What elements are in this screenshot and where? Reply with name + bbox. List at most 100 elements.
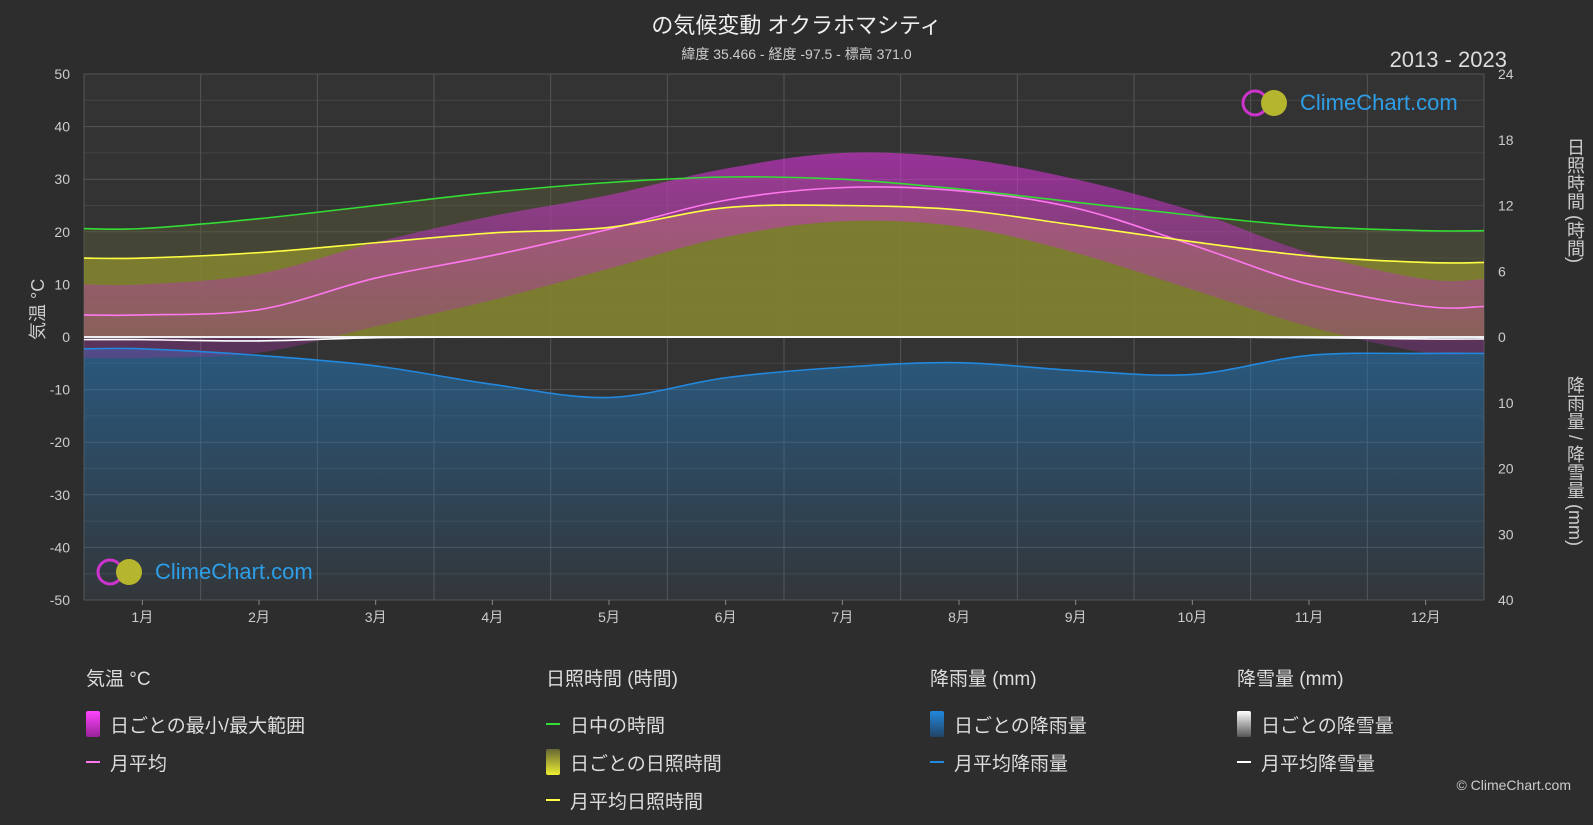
legend-label: 月平均 — [110, 753, 168, 775]
y-left-tick: 10 — [54, 276, 70, 292]
temp-avg-point — [1424, 305, 1427, 308]
rain-avg-point — [608, 396, 610, 399]
y-left-tick: 30 — [54, 171, 70, 187]
temp-range-swatch — [86, 711, 100, 737]
temp-avg-point — [258, 308, 260, 311]
snow-avg-point — [491, 336, 494, 338]
y-right-sun-tick: 6 — [1498, 263, 1506, 279]
climechart-logo-icon — [96, 558, 142, 586]
legend-daily-snow: 日ごとの降雪量 — [1237, 705, 1394, 743]
temp-avg-point — [724, 199, 727, 202]
rain-avg-point — [374, 365, 377, 367]
sunshine-avg-point — [1424, 261, 1427, 264]
legend-snow-avg: 月平均降雪量 — [1237, 743, 1394, 781]
sunshine-avg-point — [491, 232, 494, 234]
x-tick-label: 9月 — [1065, 609, 1087, 625]
chart-title: の気候変動 オクラホマシティ — [651, 13, 942, 38]
sunshine-avg-point — [1308, 255, 1310, 257]
snow-swatch — [1237, 711, 1251, 737]
daylight-point — [1191, 214, 1194, 217]
y-left-tick: 0 — [62, 329, 70, 345]
rain-avg-point — [958, 361, 960, 364]
chart-subtitle: 緯度 35.466 - 経度 -97.5 - 標高 371.0 — [681, 46, 912, 62]
snow-avg-point — [141, 338, 144, 341]
sunshine-avg-point — [141, 257, 144, 259]
daylight-point — [258, 217, 260, 220]
snow-avg-line — [83, 336, 1485, 342]
x-tick-label: 3月 — [365, 609, 387, 625]
daylight-point — [1424, 229, 1427, 232]
snow-avg-point — [841, 336, 844, 338]
y-right-precip-tick: 20 — [1498, 461, 1514, 477]
sunshine-avg-point — [258, 251, 260, 254]
climechart-logo-icon — [1241, 89, 1287, 117]
x-tick-label: 1月 — [131, 609, 153, 625]
temp-range-band — [84, 152, 1484, 359]
snow-avg-point — [608, 336, 610, 338]
x-tick-label: 10月 — [1178, 609, 1208, 625]
sunshine-avg-point — [841, 204, 844, 207]
y-left-tick: 20 — [54, 224, 70, 240]
legend-sunshine-avg: 月平均日照時間 — [546, 781, 722, 819]
rain-area — [84, 348, 1484, 600]
legend-label: 月平均降雪量 — [1261, 753, 1376, 775]
legend-snow: 降雪量 (mm) 日ごとの降雪量 月平均降雪量 — [1237, 664, 1394, 781]
daylight-point — [841, 178, 844, 180]
logo-text: ClimeChart.com — [1300, 90, 1458, 115]
x-tick-label: 7月 — [831, 609, 853, 625]
snow-avg-point — [258, 340, 260, 342]
temp-avg-point — [1308, 283, 1310, 286]
rain-avg-point — [258, 354, 260, 357]
daylight-point — [724, 176, 727, 178]
x-tick-label: 6月 — [715, 609, 737, 625]
temp-avg-point — [958, 189, 960, 192]
legend-label: 日ごとの日照時間 — [570, 753, 722, 775]
temp-avg-point — [374, 277, 377, 279]
sunshine-avg-point — [608, 226, 610, 229]
rain-avg-point — [141, 348, 144, 350]
y-left-tick: -10 — [50, 382, 70, 398]
rain-avg-point — [841, 366, 844, 369]
snow-avg-point — [374, 336, 377, 339]
sunshine-avg-swatch — [546, 799, 560, 801]
logo-text: ClimeChart.com — [155, 559, 313, 584]
sunshine-avg-line — [83, 204, 1485, 264]
legend-sun-head: 日照時間 (時間) — [546, 669, 678, 690]
temp-avg-point — [1191, 244, 1194, 246]
series-lines — [83, 176, 1485, 399]
temp-avg-line — [83, 186, 1485, 317]
temp-avg-point — [841, 186, 844, 189]
daylight-point — [374, 204, 377, 207]
snow-avg-point — [1191, 336, 1194, 338]
snow-avg-point — [1074, 336, 1077, 338]
legend-daily-rain: 日ごとの降雨量 — [930, 705, 1087, 743]
daylight-swatch — [546, 723, 560, 725]
tick-labels: 50 40 30 20 10 0 -10 -20 -30 -40 -50 24 18 12 6 0 10 20 30… — [50, 66, 1514, 625]
legend-rain-head: 降雨量 (mm) — [930, 669, 1037, 690]
rain-avg-line — [83, 347, 1485, 399]
temp-avg-point — [491, 254, 494, 257]
rain-avg-point — [1074, 369, 1077, 372]
rain-avg-point — [724, 376, 727, 379]
snow-avg-point — [958, 336, 960, 338]
y-left-tick: -20 — [50, 434, 70, 450]
x-tick-label: 2月 — [248, 609, 270, 625]
legend-rain: 降雨量 (mm) 日ごとの降雨量 月平均降雨量 — [930, 664, 1087, 781]
x-tick-label: 8月 — [948, 609, 970, 625]
daylight-point — [1074, 201, 1077, 204]
y-left-tick: 50 — [54, 66, 70, 82]
y-right-precip-tick: 30 — [1498, 526, 1514, 542]
sunshine-avg-point — [1191, 240, 1194, 243]
rain-avg-swatch — [930, 761, 944, 763]
sunshine-avg-point — [958, 209, 960, 211]
daylight-point — [608, 181, 610, 184]
legend-rain-avg: 月平均降雨量 — [930, 743, 1087, 781]
legend-sunshine: 日照時間 (時間) 日中の時間 日ごとの日照時間 月平均日照時間 — [546, 664, 722, 819]
temp-avg-point — [1074, 207, 1077, 209]
daylight-point — [1308, 225, 1310, 228]
daylight-point — [141, 227, 144, 230]
y-axis-right-precip-title: 降雨量 / 降雪量 (mm) — [1565, 376, 1585, 546]
legend-daily-sunshine: 日ごとの日照時間 — [546, 743, 722, 781]
x-tick-label: 11月 — [1295, 609, 1324, 625]
legend-temperature: 気温 °C 日ごとの最小/最大範囲 月平均 — [86, 664, 305, 781]
